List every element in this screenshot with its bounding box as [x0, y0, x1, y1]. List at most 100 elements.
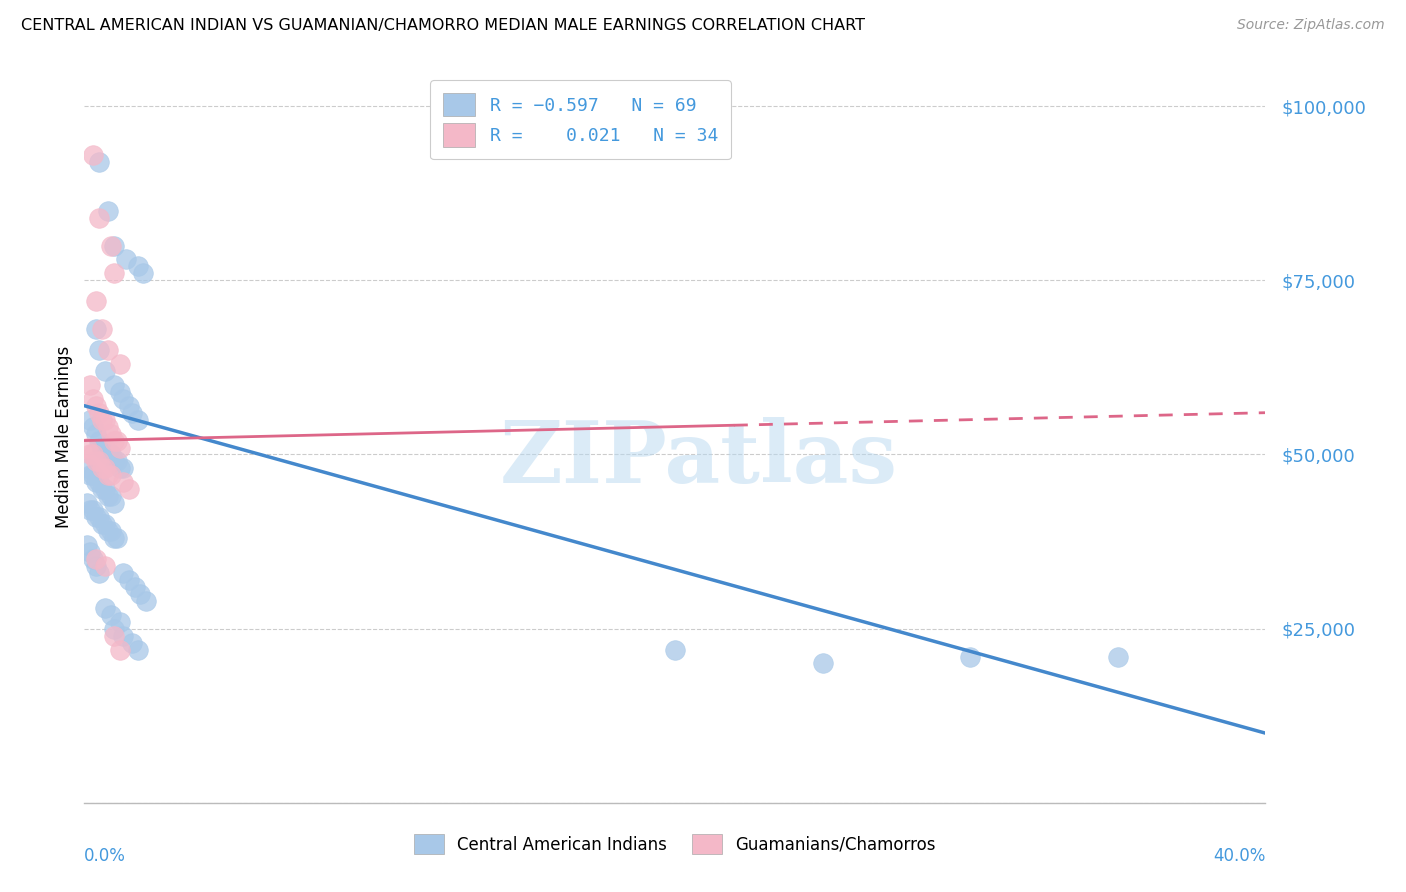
Point: [94, 364, 117, 378]
Point: [76, 461, 98, 475]
Text: CENTRAL AMERICAN INDIAN VS GUAMANIAN/CHAMORRO MEDIAN MALE EARNINGS CORRELATION C: CENTRAL AMERICAN INDIAN VS GUAMANIAN/CHA…: [21, 18, 865, 33]
Point: [114, 252, 136, 267]
Point: [76, 538, 98, 552]
Point: [87, 434, 111, 448]
Point: [108, 384, 131, 399]
Point: [103, 531, 125, 545]
Point: [97, 343, 120, 357]
Point: [103, 622, 125, 636]
Point: [82, 552, 104, 566]
Point: [82, 419, 104, 434]
Point: [97, 468, 120, 483]
Point: [118, 399, 141, 413]
Point: [811, 657, 834, 671]
Point: [103, 454, 125, 468]
Point: [82, 503, 104, 517]
Point: [84, 322, 107, 336]
Point: [97, 489, 120, 503]
Point: [84, 294, 107, 309]
Point: [100, 489, 122, 503]
Point: [111, 475, 134, 490]
Point: [118, 483, 141, 497]
Point: [84, 454, 107, 468]
Point: [91, 412, 114, 426]
Point: [84, 552, 107, 566]
Point: [91, 517, 114, 532]
Point: [87, 406, 111, 420]
Point: [121, 406, 143, 420]
Point: [82, 148, 104, 162]
Point: [100, 426, 122, 441]
Point: [959, 649, 981, 664]
Point: [108, 461, 131, 475]
Point: [1107, 649, 1129, 664]
Point: [108, 441, 131, 455]
Point: [103, 238, 125, 252]
Point: [87, 566, 111, 580]
Point: [135, 594, 157, 608]
Point: [108, 615, 131, 629]
Point: [84, 426, 107, 441]
Point: [97, 203, 120, 218]
Point: [100, 468, 122, 483]
Point: [105, 531, 128, 545]
Point: [103, 496, 125, 510]
Point: [129, 587, 152, 601]
Point: [76, 496, 98, 510]
Point: [97, 524, 120, 538]
Point: [94, 517, 117, 532]
Point: [111, 566, 134, 580]
Text: 0.0%: 0.0%: [84, 847, 127, 864]
Point: [79, 377, 101, 392]
Point: [87, 155, 111, 169]
Point: [105, 434, 128, 448]
Point: [664, 642, 686, 657]
Point: [84, 510, 107, 524]
Point: [111, 392, 134, 406]
Point: [94, 441, 117, 455]
Point: [121, 635, 143, 649]
Point: [84, 399, 107, 413]
Text: Source: ZipAtlas.com: Source: ZipAtlas.com: [1237, 18, 1385, 32]
Point: [87, 211, 111, 225]
Point: [103, 266, 125, 280]
Y-axis label: Median Male Earnings: Median Male Earnings: [55, 346, 73, 528]
Point: [111, 461, 134, 475]
Point: [76, 441, 98, 455]
Point: [79, 503, 101, 517]
Point: [79, 545, 101, 559]
Point: [127, 642, 149, 657]
Point: [87, 510, 111, 524]
Point: [127, 260, 149, 274]
Point: [82, 448, 104, 462]
Point: [108, 642, 131, 657]
Point: [97, 419, 120, 434]
Point: [79, 468, 101, 483]
Point: [100, 607, 122, 622]
Point: [132, 266, 155, 280]
Point: [87, 475, 111, 490]
Point: [84, 475, 107, 490]
Point: [94, 412, 117, 426]
Point: [79, 448, 101, 462]
Point: [111, 629, 134, 643]
Point: [91, 461, 114, 475]
Point: [103, 434, 125, 448]
Point: [91, 322, 114, 336]
Point: [100, 524, 122, 538]
Point: [118, 573, 141, 587]
Point: [87, 454, 111, 468]
Point: [108, 357, 131, 371]
Text: ZIPatlas: ZIPatlas: [499, 417, 897, 501]
Point: [94, 558, 117, 573]
Point: [127, 412, 149, 426]
Point: [100, 238, 122, 252]
Point: [103, 377, 125, 392]
Point: [82, 468, 104, 483]
Point: [87, 343, 111, 357]
Text: 40.0%: 40.0%: [1213, 847, 1265, 864]
Point: [103, 629, 125, 643]
Point: [94, 483, 117, 497]
Point: [100, 448, 122, 462]
Point: [79, 412, 101, 426]
